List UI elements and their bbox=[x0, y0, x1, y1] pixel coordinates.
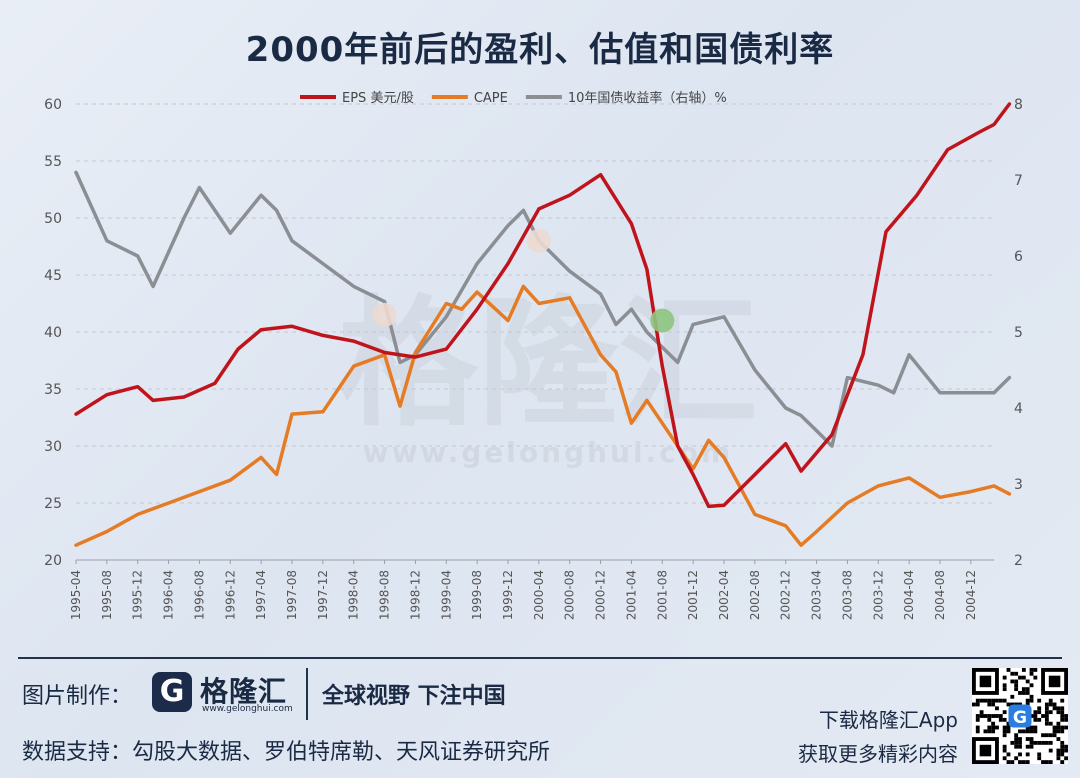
data-support-text: 数据支持：勾股大数据、罗伯特席勒、天风证券研究所 bbox=[22, 740, 551, 765]
watermark-logo: 格隆汇 bbox=[338, 283, 758, 446]
qr-center-logo: G bbox=[1013, 708, 1027, 728]
x-tick-label: 2003-08 bbox=[840, 570, 854, 620]
series-line bbox=[74, 170, 1012, 448]
y-tick-label: 25 bbox=[44, 496, 62, 512]
slogan: 全球视野 下注中国 bbox=[322, 684, 506, 709]
more-content-text: 获取更多精彩内容 bbox=[798, 742, 958, 766]
x-tick-label: 1997-04 bbox=[254, 570, 268, 620]
gelonghui-logo: G 格隆汇 www.gelonghui.com bbox=[152, 670, 294, 716]
highlight-marker bbox=[526, 228, 551, 253]
x-tick-label: 1998-12 bbox=[408, 570, 422, 620]
chart-title: 2000年前后的盈利、估值和国债利率 bbox=[245, 30, 835, 70]
x-tick-label: 2000-08 bbox=[563, 570, 577, 620]
x-tick-label: 2001-08 bbox=[655, 570, 669, 620]
footer-divider bbox=[18, 657, 1062, 659]
x-tick-label: 1999-12 bbox=[501, 570, 515, 620]
logo-g-icon: G bbox=[152, 672, 192, 712]
x-tick-label: 2002-04 bbox=[717, 570, 731, 620]
x-tick-label: 1997-08 bbox=[285, 570, 299, 620]
logo-url: www.gelonghui.com bbox=[202, 704, 293, 714]
y-tick-label: 60 bbox=[44, 97, 62, 113]
y2-tick-label: 8 bbox=[1014, 97, 1023, 113]
y-tick-label: 40 bbox=[44, 325, 62, 341]
x-tick-label: 1996-08 bbox=[192, 570, 206, 620]
x-tick-label: 1999-08 bbox=[470, 570, 484, 620]
y-tick-label: 35 bbox=[44, 382, 62, 398]
y2-tick-label: 6 bbox=[1014, 249, 1023, 265]
y2-tick-label: 2 bbox=[1014, 553, 1023, 569]
y-tick-label: 30 bbox=[44, 439, 62, 455]
x-tick-label: 2003-04 bbox=[810, 570, 824, 620]
x-tick-label: 1998-08 bbox=[378, 570, 392, 620]
y2-tick-label: 4 bbox=[1014, 401, 1023, 417]
y2-tick-label: 7 bbox=[1014, 173, 1023, 189]
x-tick-label: 1995-12 bbox=[131, 570, 145, 620]
download-app-text: 下载格隆汇App bbox=[818, 708, 958, 732]
qr-code-icon[interactable]: G bbox=[972, 668, 1068, 764]
x-tick-label: 2000-04 bbox=[532, 570, 546, 620]
x-tick-label: 1997-12 bbox=[316, 570, 330, 620]
logo-text: 格隆汇 bbox=[200, 675, 288, 708]
series-line bbox=[74, 102, 1012, 509]
series-line bbox=[74, 284, 1012, 547]
y-tick-label: 20 bbox=[44, 553, 62, 569]
credit-label: 图片制作： bbox=[22, 684, 133, 709]
x-tick-label: 1999-04 bbox=[439, 570, 453, 620]
legend-label: 10年国债收益率（右轴）% bbox=[568, 90, 727, 106]
y-tick-label: 50 bbox=[44, 211, 62, 227]
x-tick-label: 1995-08 bbox=[100, 570, 114, 620]
x-tick-label: 1996-12 bbox=[223, 570, 237, 620]
highlight-marker bbox=[650, 308, 675, 333]
x-tick-label: 2003-12 bbox=[871, 570, 885, 620]
highlight-marker bbox=[372, 302, 397, 327]
legend-label: EPS 美元/股 bbox=[342, 91, 414, 106]
watermark-url: www.gelonghui.com bbox=[363, 436, 733, 469]
x-tick-label: 2001-04 bbox=[624, 570, 638, 620]
legend-label: CAPE bbox=[474, 91, 508, 106]
y2-tick-label: 5 bbox=[1014, 325, 1023, 341]
x-tick-label: 2004-08 bbox=[933, 570, 947, 620]
chart-svg: 格隆汇www.gelonghui.com20253035404550556023… bbox=[44, 90, 1023, 620]
x-tick-label: 2004-04 bbox=[902, 570, 916, 620]
x-tick-label: 2000-12 bbox=[594, 570, 608, 620]
x-tick-label: 2002-08 bbox=[748, 570, 762, 620]
x-tick-label: 1996-04 bbox=[162, 570, 176, 620]
y-tick-label: 45 bbox=[44, 268, 62, 284]
x-tick-label: 1995-04 bbox=[69, 570, 83, 620]
x-tick-label: 2002-12 bbox=[779, 570, 793, 620]
x-tick-label: 2001-12 bbox=[686, 570, 700, 620]
x-tick-label: 1998-04 bbox=[347, 570, 361, 620]
y-tick-label: 55 bbox=[44, 154, 62, 170]
y2-tick-label: 3 bbox=[1014, 477, 1023, 493]
x-tick-label: 2004-12 bbox=[964, 570, 978, 620]
footer-vertical-divider bbox=[306, 668, 308, 720]
